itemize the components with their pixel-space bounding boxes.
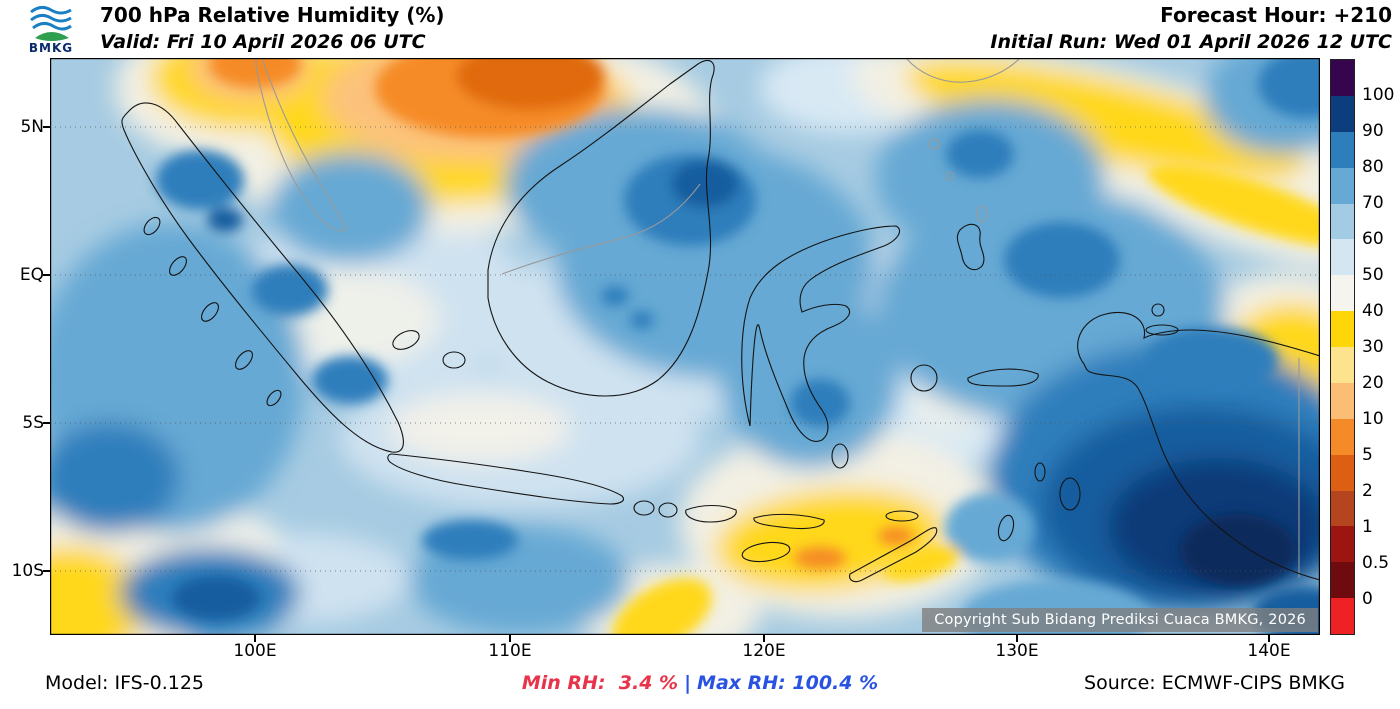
humidity-map-canvas xyxy=(50,58,1320,635)
bmkg-logo: BMKG xyxy=(10,1,92,57)
colorbar-segment xyxy=(1331,562,1354,599)
humidity-map: Copyright Sub Bidang Prediksi Cuaca BMKG… xyxy=(50,58,1320,635)
x-tick xyxy=(509,635,511,642)
humidity-field-detail xyxy=(156,58,1320,635)
colorbar-segment xyxy=(1331,95,1354,132)
bmkg-logo-label: BMKG xyxy=(28,41,74,55)
source-label: Source: ECMWF-CIPS BMKG xyxy=(1084,672,1345,694)
colorbar-tick-label: 50 xyxy=(1362,265,1384,285)
colorbar-tick-label: 0.5 xyxy=(1362,553,1390,573)
lat-label-10s: 10S xyxy=(11,561,44,581)
model-label: Model: IFS-0.125 xyxy=(45,672,204,694)
colorbar-segment xyxy=(1331,490,1354,527)
max-rh-value: Max RH: 100.4 % xyxy=(697,672,879,694)
colorbar-tick-label: 20 xyxy=(1362,373,1384,393)
x-tick xyxy=(763,635,765,642)
colorbar-tick-label: 90 xyxy=(1362,121,1384,141)
colorbar-segment xyxy=(1331,167,1354,204)
colorbar-segment xyxy=(1331,526,1354,563)
colorbar-tick-label: 80 xyxy=(1362,157,1384,177)
y-tick xyxy=(43,126,50,128)
colorbar-ticks: 100 90 80 70 60 50 40 30 20 10 5 2 1 0.5 0 xyxy=(1362,59,1400,635)
colorbar-segment xyxy=(1331,598,1354,634)
colorbar xyxy=(1330,59,1355,635)
colorbar-segment xyxy=(1331,131,1354,168)
lon-label-130e: 130E xyxy=(995,641,1039,661)
y-tick xyxy=(43,274,50,276)
lat-label-eq: EQ xyxy=(19,265,44,285)
colorbar-segment xyxy=(1331,347,1354,383)
x-tick xyxy=(1268,635,1270,642)
colorbar-tick-label: 5 xyxy=(1362,445,1373,465)
colorbar-segment xyxy=(1331,454,1354,491)
foreign-coastlines xyxy=(255,58,1300,578)
colorbar-segment xyxy=(1331,239,1354,276)
x-tick xyxy=(254,635,256,642)
lon-label-100e: 100E xyxy=(233,641,277,661)
colorbar-tick-label: 70 xyxy=(1362,193,1384,213)
map-frame xyxy=(50,58,1320,635)
lat-label-5n: 5N xyxy=(20,117,44,137)
colorbar-segment xyxy=(1331,382,1354,419)
footer: Model: IFS-0.125 Min RH: 3.4 % | Max RH: 1… xyxy=(0,672,1400,702)
colorbar-segment xyxy=(1331,60,1354,96)
bmkg-logo-icon xyxy=(30,5,72,41)
colorbar-tick-label: 40 xyxy=(1362,301,1384,321)
copyright-watermark: Copyright Sub Bidang Prediksi Cuaca BMKG… xyxy=(922,608,1318,632)
y-tick xyxy=(43,570,50,572)
colorbar-segment xyxy=(1331,311,1354,347)
colorbar-tick-label: 0 xyxy=(1362,589,1373,609)
initial-run-label: Initial Run: Wed 01 April 2026 12 UTC xyxy=(990,31,1392,53)
colorbar-segment xyxy=(1331,203,1354,240)
colorbar-tick-label: 60 xyxy=(1362,229,1384,249)
coastlines xyxy=(121,60,1320,583)
valid-time-label: Valid: Fri 10 April 2026 06 UTC xyxy=(100,31,426,53)
latitude-gridlines xyxy=(50,126,1320,572)
min-rh-value: Min RH: 3.4 % xyxy=(521,672,679,694)
colorbar-tick-label: 1 xyxy=(1362,517,1373,537)
colorbar-segment xyxy=(1331,275,1354,312)
page-title: 700 hPa Relative Humidity (%) xyxy=(100,3,445,27)
colorbar-tick-label: 30 xyxy=(1362,337,1384,357)
colorbar-tick-label: 10 xyxy=(1362,409,1384,429)
min-max-separator: | xyxy=(684,672,692,694)
lat-label-5s: 5S xyxy=(22,413,44,433)
colorbar-tick-label: 2 xyxy=(1362,481,1373,501)
colorbar-segment xyxy=(1331,418,1354,455)
colorbar-tick-label: 100 xyxy=(1362,85,1395,105)
lon-label-140e: 140E xyxy=(1247,641,1291,661)
lon-label-120e: 120E xyxy=(742,641,786,661)
lon-label-110e: 110E xyxy=(488,641,532,661)
y-tick xyxy=(43,422,50,424)
forecast-hour-label: Forecast Hour: +210 xyxy=(1160,3,1392,27)
min-max-rh: Min RH: 3.4 % | Max RH: 100.4 % xyxy=(522,672,878,694)
x-tick xyxy=(1016,635,1018,642)
